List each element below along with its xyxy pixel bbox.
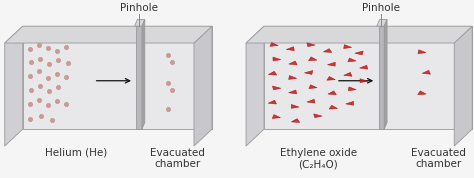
Text: Helium (He): Helium (He): [45, 148, 107, 158]
Polygon shape: [379, 26, 384, 129]
Polygon shape: [344, 45, 352, 49]
Polygon shape: [314, 114, 322, 118]
Polygon shape: [273, 86, 281, 90]
Polygon shape: [329, 105, 337, 109]
Polygon shape: [384, 19, 387, 129]
Polygon shape: [309, 57, 317, 61]
Polygon shape: [454, 26, 472, 146]
Polygon shape: [292, 119, 300, 122]
Polygon shape: [309, 85, 317, 89]
Polygon shape: [360, 65, 368, 69]
Polygon shape: [348, 87, 356, 91]
Text: Evacuated
chamber: Evacuated chamber: [411, 148, 466, 169]
Text: Pinhole: Pinhole: [362, 3, 401, 13]
Polygon shape: [273, 57, 281, 61]
Text: Evacuated
chamber: Evacuated chamber: [150, 148, 205, 169]
Polygon shape: [23, 26, 212, 129]
Polygon shape: [328, 62, 335, 66]
Polygon shape: [135, 19, 145, 26]
Polygon shape: [268, 100, 276, 104]
Polygon shape: [272, 115, 281, 118]
Polygon shape: [5, 26, 212, 43]
Polygon shape: [307, 99, 315, 103]
Polygon shape: [264, 26, 472, 129]
Polygon shape: [346, 101, 354, 105]
Polygon shape: [355, 51, 363, 55]
Polygon shape: [289, 90, 297, 94]
Polygon shape: [142, 19, 145, 129]
Polygon shape: [270, 43, 278, 46]
Polygon shape: [348, 58, 356, 62]
Polygon shape: [422, 70, 430, 74]
Polygon shape: [289, 61, 297, 65]
Polygon shape: [136, 26, 142, 129]
Polygon shape: [246, 26, 264, 146]
Polygon shape: [194, 26, 212, 146]
Polygon shape: [246, 26, 472, 43]
Polygon shape: [5, 26, 23, 146]
Polygon shape: [289, 75, 297, 79]
Polygon shape: [268, 71, 277, 75]
Polygon shape: [304, 70, 313, 74]
Polygon shape: [327, 77, 335, 80]
Polygon shape: [418, 91, 426, 95]
Polygon shape: [323, 49, 332, 52]
Text: Ethylene oxide
(C₂H₄O): Ethylene oxide (C₂H₄O): [280, 148, 357, 169]
Polygon shape: [292, 104, 299, 108]
Text: Pinhole: Pinhole: [120, 3, 158, 13]
Polygon shape: [328, 91, 337, 95]
Polygon shape: [360, 79, 368, 83]
Polygon shape: [307, 43, 315, 47]
Polygon shape: [377, 19, 387, 26]
Polygon shape: [286, 47, 294, 51]
Polygon shape: [418, 50, 426, 54]
Polygon shape: [344, 72, 352, 76]
